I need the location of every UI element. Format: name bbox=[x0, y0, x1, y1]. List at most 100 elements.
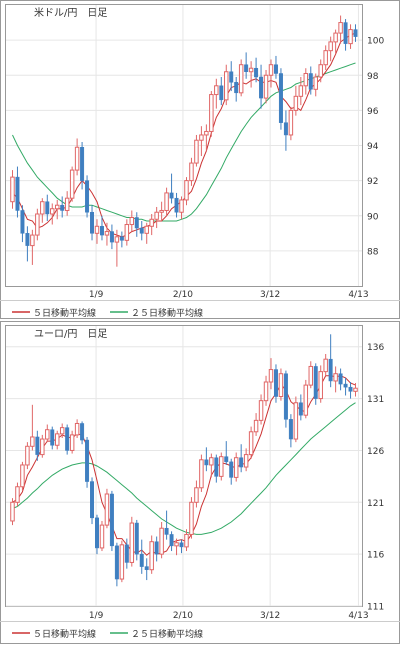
usdjpy-candle bbox=[109, 224, 114, 250]
usdjpy-candle bbox=[25, 226, 30, 262]
usdjpy-candle-body bbox=[189, 162, 194, 182]
eurjpy-candle bbox=[233, 452, 239, 482]
usdjpy-candle-body bbox=[74, 146, 80, 171]
usdjpy-candle bbox=[20, 205, 25, 243]
eurjpy-candle bbox=[99, 520, 105, 552]
eurjpy-candle bbox=[59, 423, 65, 438]
usdjpy-y-tick-label: 90 bbox=[367, 212, 379, 222]
eurjpy-candle-body bbox=[224, 456, 229, 463]
usdjpy-candles bbox=[10, 15, 358, 267]
eurjpy-candle-body bbox=[194, 487, 199, 503]
eurjpy-candle-body bbox=[323, 358, 328, 373]
eurjpy-candle-body bbox=[109, 493, 114, 547]
eurjpy-candle-body bbox=[10, 501, 15, 522]
eurjpy-candle bbox=[323, 354, 328, 376]
usdjpy-candle bbox=[353, 24, 358, 42]
usdjpy-candle-body bbox=[64, 197, 70, 211]
eurjpy-candle-body bbox=[318, 371, 323, 400]
usdjpy-candle bbox=[90, 205, 95, 241]
eurjpy-candle-body bbox=[59, 427, 65, 435]
usdjpy-y-tick-label: 96 bbox=[367, 107, 379, 117]
usdjpy-candle bbox=[199, 126, 204, 157]
eurjpy-y-tick-label: 136 bbox=[367, 343, 384, 353]
usdjpy-candle bbox=[154, 206, 159, 229]
eurjpy-candles bbox=[10, 334, 358, 587]
eurjpy-candle-body bbox=[204, 459, 209, 466]
eurjpy-candle bbox=[214, 454, 219, 483]
usdjpy-y-tick-label: 92 bbox=[367, 177, 378, 187]
eurjpy-x-tick-label: 1/9 bbox=[89, 611, 104, 621]
eurjpy-candle bbox=[253, 413, 259, 436]
usdjpy-candle bbox=[214, 78, 219, 109]
usdjpy-candle bbox=[238, 59, 244, 97]
usdjpy-candle-body bbox=[30, 234, 35, 247]
usdjpy-candle-body bbox=[139, 227, 144, 234]
eurjpy-y-tick-label: 121 bbox=[367, 499, 384, 509]
eurjpy-grid bbox=[6, 326, 362, 607]
eurjpy-x-tick-label: 2/10 bbox=[173, 611, 193, 621]
usdjpy-candle-body bbox=[313, 76, 318, 90]
usdjpy-candle-body bbox=[348, 29, 353, 45]
eurjpy-candle bbox=[45, 424, 50, 443]
usdjpy-candle-body bbox=[303, 72, 309, 87]
usdjpy-candle-body bbox=[60, 204, 65, 211]
usdjpy-candle-body bbox=[283, 122, 288, 136]
usdjpy-candle-body bbox=[114, 236, 120, 243]
usdjpy-candle bbox=[104, 222, 110, 246]
eurjpy-candle bbox=[204, 447, 209, 472]
eurjpy-candle bbox=[54, 430, 60, 450]
eurjpy-candle bbox=[50, 426, 55, 450]
eurjpy-candle bbox=[194, 480, 199, 508]
usdjpy-candle bbox=[298, 77, 304, 106]
usdjpy-candle-body bbox=[174, 197, 179, 213]
usdjpy-candle bbox=[278, 68, 283, 130]
usdjpy-candle-body bbox=[40, 201, 45, 215]
usdjpy-candle bbox=[124, 219, 130, 246]
usdjpy-candle-body bbox=[109, 231, 114, 243]
eurjpy-y-tick-label: 126 bbox=[367, 447, 384, 457]
eurjpy-candle-body bbox=[129, 522, 135, 563]
eurjpy-candle-body bbox=[239, 457, 244, 468]
usdjpy-candle-body bbox=[254, 67, 259, 78]
usdjpy-candle bbox=[114, 229, 120, 267]
usdjpy-candle-body bbox=[15, 176, 20, 211]
usdjpy-candle-body bbox=[259, 76, 264, 99]
usdjpy-candle-body bbox=[94, 225, 100, 234]
usdjpy-candle bbox=[144, 222, 149, 244]
usdjpy-candle bbox=[313, 73, 318, 97]
usdjpy-candle-body bbox=[323, 50, 328, 66]
usdjpy-candle bbox=[169, 173, 174, 204]
eurjpy-candle-body bbox=[353, 387, 358, 392]
eurjpy-candle bbox=[149, 535, 154, 574]
usdjpy-candle bbox=[204, 124, 209, 151]
usdjpy-candle-body bbox=[35, 213, 40, 236]
usdjpy-candle bbox=[248, 61, 254, 88]
eurjpy-ma25-line bbox=[12, 402, 356, 535]
eurjpy-candle bbox=[74, 419, 80, 438]
eurjpy-candle bbox=[85, 436, 90, 488]
eurjpy-ma5 bbox=[12, 375, 356, 556]
usdjpy-candle bbox=[10, 170, 15, 209]
usdjpy-candle bbox=[35, 208, 40, 241]
usdjpy-candle bbox=[273, 55, 278, 79]
eurjpy-candle-body bbox=[313, 366, 318, 399]
usdjpy-candle bbox=[45, 194, 50, 222]
usdjpy-candle-body bbox=[209, 94, 214, 132]
eurjpy-candle bbox=[199, 454, 204, 492]
eurjpy-candle-body bbox=[308, 365, 314, 386]
eurjpy-candle-body bbox=[174, 542, 179, 547]
usdjpy-candle-body bbox=[343, 22, 348, 44]
eurjpy-y-tick-label: 131 bbox=[367, 395, 384, 405]
eurjpy-candle-body bbox=[50, 429, 55, 446]
eurjpy-candle bbox=[263, 375, 269, 406]
usdjpy-candle-body bbox=[80, 147, 85, 181]
usdjpy-candle bbox=[194, 134, 199, 167]
usdjpy-candle bbox=[164, 187, 169, 216]
eurjpy-candle-body bbox=[54, 433, 60, 446]
usdjpy-candle bbox=[119, 231, 124, 248]
eurjpy-candle bbox=[35, 430, 40, 461]
eurjpy-candle bbox=[348, 382, 353, 399]
eurjpy-x-tick-label: 4/13 bbox=[348, 611, 368, 621]
eurjpy-candle-body bbox=[229, 461, 234, 478]
usdjpy-title: 米ドル/円 日足 bbox=[34, 6, 107, 19]
